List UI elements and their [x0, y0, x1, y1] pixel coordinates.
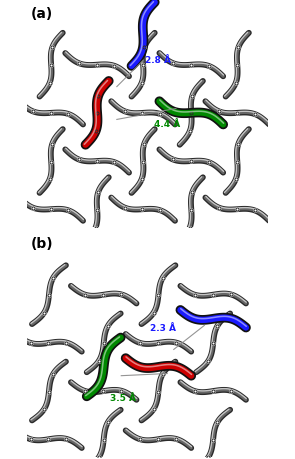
Text: 3.5 Å: 3.5 Å [110, 393, 136, 402]
Text: (b): (b) [31, 236, 53, 250]
Text: 2.3 Å: 2.3 Å [150, 323, 176, 332]
Text: (a): (a) [31, 7, 53, 21]
Text: 2.8 Å: 2.8 Å [145, 56, 171, 65]
Text: 4.4 Å: 4.4 Å [154, 120, 180, 129]
